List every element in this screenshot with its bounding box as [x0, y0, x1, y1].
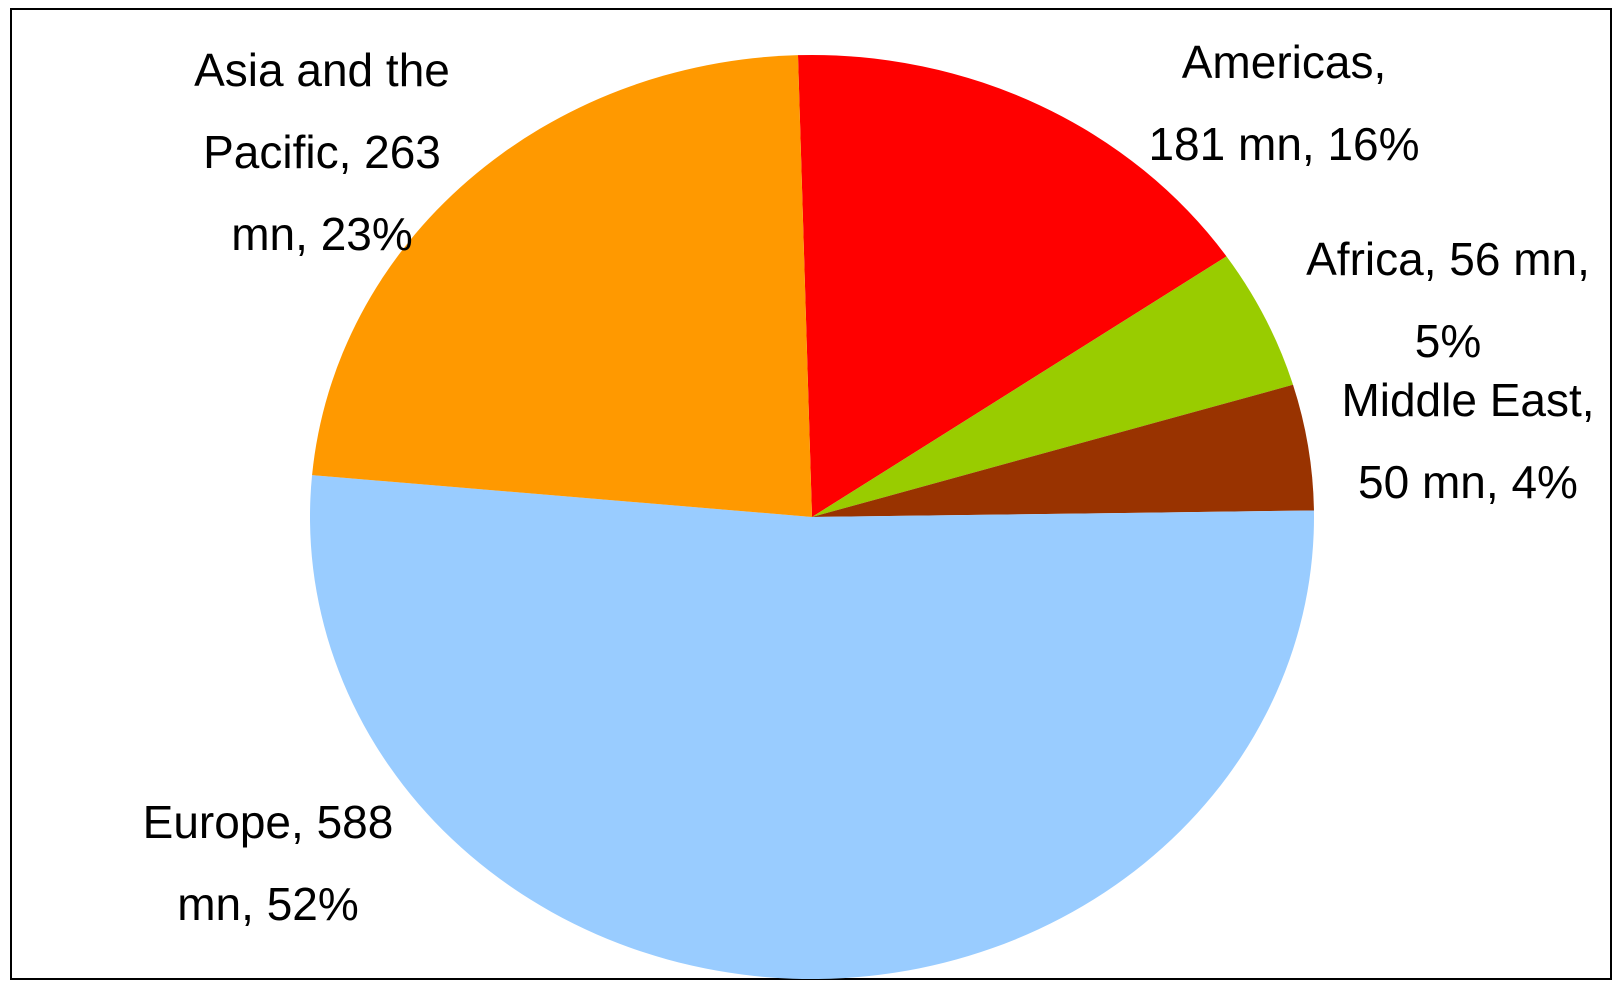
data-label-line: 5% [1415, 315, 1481, 367]
data-label-line: Asia and the [194, 44, 450, 96]
pie-slice-americas [797, 54, 1227, 518]
pie-slice-africa [812, 256, 1294, 517]
data-label-line: Americas, [1182, 36, 1386, 88]
data-label-americas: Americas, 181 mn, 16% [1148, 36, 1419, 170]
data-label-asia-and-the-pacific: Asia and the Pacific, 263 mn, 23% [194, 44, 450, 260]
data-label-line: Africa, 56 mn, [1306, 233, 1590, 285]
data-label-line: mn, 23% [231, 208, 413, 260]
data-label-line: 50 mn, 4% [1358, 456, 1578, 508]
pie-slice-europe [310, 475, 1315, 980]
data-label-africa: Africa, 56 mn, 5% [1306, 233, 1590, 367]
pie-labels: Americas, 181 mn, 16% Africa, 56 mn, 5% Midd… [143, 36, 1595, 930]
data-label-line: mn, 52% [177, 878, 359, 930]
data-label-middle-east: Middle East, 50 mn, 4% [1341, 374, 1594, 508]
data-label-line: Europe, 588 [143, 796, 394, 848]
data-label-line: Pacific, 263 [203, 126, 441, 178]
pie-slice-asia-and-the-pacific [312, 55, 812, 518]
data-label-line: Middle East, [1341, 374, 1594, 426]
data-label-europe: Europe, 588 mn, 52% [143, 796, 394, 930]
pie-slice-middle-east [812, 384, 1314, 517]
data-label-line: 181 mn, 16% [1148, 118, 1419, 170]
pie-slices [310, 54, 1315, 980]
